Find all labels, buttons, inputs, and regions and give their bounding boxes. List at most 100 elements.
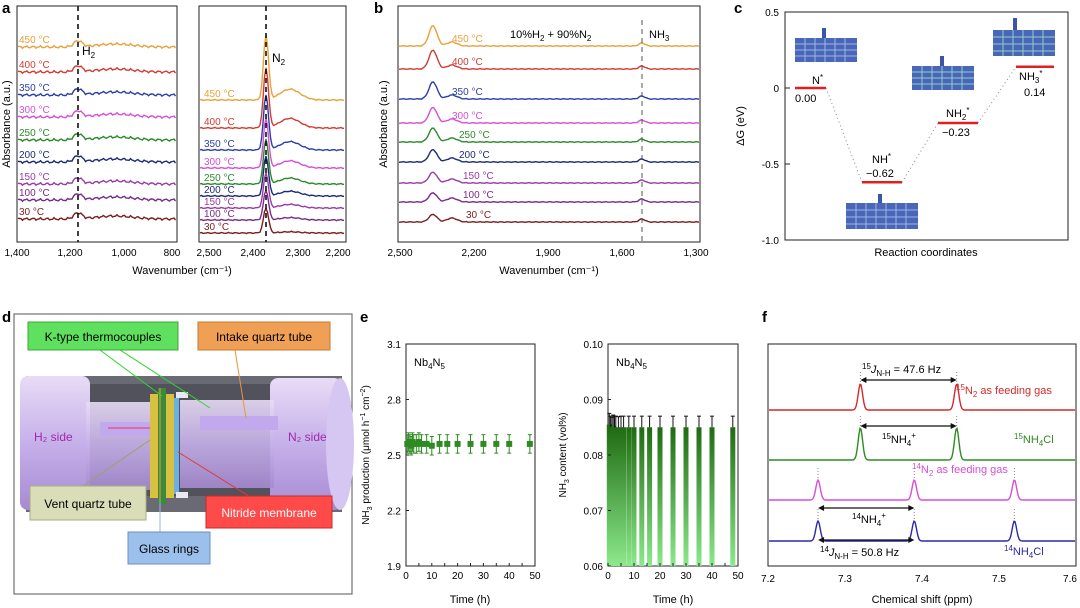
spectrum-line: [199, 155, 344, 198]
e-xtick: 30: [680, 571, 692, 582]
spectrum-line: [398, 192, 700, 204]
data-point: [506, 440, 513, 447]
h2-marker: H2: [82, 44, 96, 60]
arrow-head: [818, 537, 825, 543]
label-vent-tube: Vent quartz tube: [29, 485, 147, 521]
nmr-spectrum: [769, 478, 1075, 501]
b-xtick: 2,500: [387, 248, 412, 259]
panel-f-plot: 15JN-H = 47.6 Hz 15N2 as feeding gas 15N…: [767, 343, 1077, 567]
a-left-xtick: 800: [164, 248, 181, 259]
bar: [626, 427, 632, 566]
panel-e-left-xlabel: Time (h): [450, 594, 491, 606]
panel-a-xlabel: Wavenumber (cm⁻¹): [132, 265, 232, 277]
b-xtick: 1,600: [609, 248, 634, 259]
e-ytick: 2.5: [387, 451, 401, 462]
f-xtick: 7.2: [761, 574, 775, 585]
panel-b-xlabel: Wavenumber (cm⁻¹): [499, 265, 599, 277]
e-ytick: 2.8: [387, 396, 401, 407]
temperature-label: 100 °C: [19, 188, 50, 199]
f-xtick: 7.5: [992, 574, 1006, 585]
e-xtick: 40: [706, 571, 718, 582]
data-point: [493, 440, 500, 447]
spectrum-line: [199, 138, 344, 186]
j15-coupling: 15JN-H = 47.6 Hz: [862, 362, 941, 378]
nmr-spectrum: [769, 519, 1075, 542]
e-xtick: 10: [628, 571, 640, 582]
n2-side-label: N₂ side: [288, 430, 327, 444]
series-14n2-label: 14N2 as feeding gas: [912, 462, 1008, 478]
spectrum-line: [398, 127, 700, 144]
arrow-head: [860, 377, 867, 383]
bar: [639, 427, 645, 566]
n-star-value: 0.00: [795, 93, 816, 105]
bar: [647, 427, 653, 566]
label-nitride-membrane: Nitride membrane: [205, 495, 333, 529]
temperature-label: 200 °C: [459, 150, 490, 161]
spectrum-line: [398, 106, 700, 125]
temperature-label: 200 °C: [19, 150, 50, 161]
temperature-label: 400 °C: [204, 117, 235, 128]
temperature-label: 350 °C: [19, 83, 50, 94]
spectrum-line: [17, 155, 177, 165]
nh-star-value: −0.62: [866, 168, 894, 180]
e-ytick: 0.07: [584, 507, 604, 518]
bar: [621, 427, 627, 566]
structure-nh2-star: [912, 56, 974, 90]
bar: [683, 427, 689, 566]
spectrum-line: [398, 81, 700, 101]
energy-connector: [825, 87, 863, 183]
e-xtick: 10: [426, 571, 438, 582]
c-ytick: 0: [773, 84, 779, 95]
ion-14nh4-label: 14NH4+: [852, 511, 886, 528]
label-intake-tube: Intake quartz tube: [197, 321, 331, 351]
panel-b-ylabel: Absorbance (a.u.): [378, 80, 390, 167]
panel-e-left-ylabel: NH3 production (μmol h−1 cm−2): [360, 385, 374, 525]
bar: [709, 427, 715, 566]
temperature-label: 350 °C: [452, 87, 483, 98]
arrow-head: [860, 423, 867, 429]
arrow-head: [908, 505, 915, 511]
arrow-head: [818, 505, 825, 511]
data-point: [526, 440, 533, 447]
panel-e-left-plot: Nb4N5 0 10 20 30 40 50 1.9 2.2 2.5 2.8 3.1: [387, 340, 541, 582]
panel-f-label: f: [762, 309, 768, 326]
nh3-marker: NH3: [649, 29, 670, 43]
bar: [657, 427, 663, 566]
spectrum-line: [398, 49, 700, 71]
a-left-xtick: 1,400: [4, 248, 29, 259]
nmr-spectrum: [769, 426, 1075, 461]
spectrum-line: [17, 133, 177, 143]
svg-text:Intake quartz tube: Intake quartz tube: [216, 330, 312, 344]
f-xtick: 7.4: [915, 574, 929, 585]
data-point: [436, 440, 443, 447]
data-point: [454, 440, 461, 447]
label-glass-rings: Glass rings: [127, 531, 211, 565]
spectrum-line: [199, 34, 344, 102]
temperature-label: 150 °C: [463, 171, 494, 182]
spectrum-line: [17, 88, 177, 98]
temperature-label: 200 °C: [204, 185, 235, 196]
a-right-xtick: 2,400: [240, 248, 265, 259]
f-xtick: 7.6: [1063, 574, 1077, 585]
arrow-head: [908, 537, 915, 543]
temperature-label: 450 °C: [19, 35, 50, 46]
gas-composition: 10%H2 + 90%N2: [510, 29, 592, 43]
series-15nh4cl-label: 15NH4Cl: [1014, 432, 1054, 448]
temperature-label: 30 °C: [19, 207, 44, 218]
panel-a-ylabel: Absorbance (a.u.): [1, 80, 13, 167]
spectrum-line: [398, 25, 700, 48]
a-right-xtick: 2,200: [325, 248, 350, 259]
structure-nh3-star: [993, 18, 1055, 56]
temperature-label: 450 °C: [204, 89, 235, 100]
panel-e-right-ylabel: NH3 content (vol%): [558, 412, 571, 497]
series-14nh4cl-label: 14NH4Cl: [1004, 544, 1044, 560]
callout-lines: [82, 349, 256, 532]
h2-side-label: H₂ side: [34, 430, 73, 444]
spectrum-line: [398, 148, 700, 164]
panel-a-left-plot: H2 450 °C 400 °C 350 °C 300 °C 250 °C 200 °C 1…: [16, 5, 178, 243]
bar: [618, 427, 624, 566]
nh3-star-value: 0.14: [1024, 87, 1045, 99]
svg-text:Glass rings: Glass rings: [139, 542, 199, 556]
temperature-label: 150 °C: [204, 197, 235, 208]
